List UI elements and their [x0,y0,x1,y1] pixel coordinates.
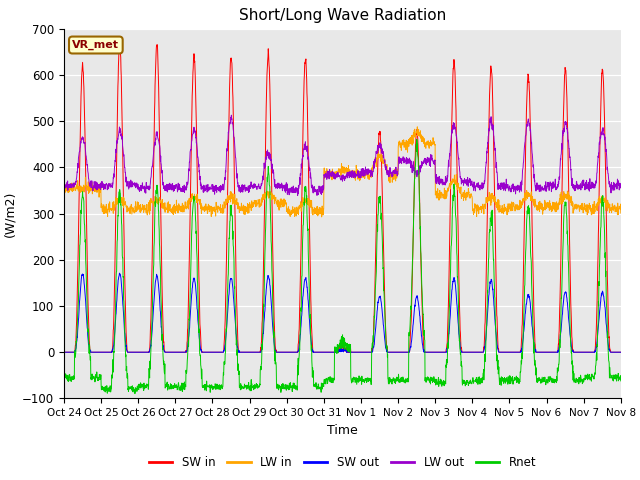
Line: LW out: LW out [64,115,621,195]
Rnet [359,377,367,383]
Rnet [505,375,513,381]
Text: VR_met: VR_met [72,40,119,50]
SW out [617,349,625,355]
LW in [617,210,625,216]
SW in [504,349,512,355]
LW in [359,172,367,178]
Rnet [131,391,139,396]
Title: Short/Long Wave Radiation: Short/Long Wave Radiation [239,9,446,24]
LW out [228,112,236,118]
SW in [617,349,625,355]
Line: LW in: LW in [64,127,621,217]
SW out [359,349,367,355]
LW out [568,175,576,181]
LW in [60,188,68,194]
SW in [216,349,223,355]
Line: SW in: SW in [64,45,621,352]
LW in [568,200,576,205]
Line: Rnet: Rnet [64,139,621,394]
SW out [568,346,575,352]
SW out [116,270,124,276]
Rnet [413,136,420,142]
Rnet [216,382,223,387]
Rnet [60,374,68,380]
LW out [505,187,513,193]
SW in [371,290,379,296]
Rnet [371,309,379,315]
SW out [371,334,379,339]
SW out [216,349,223,355]
LW out [294,192,301,198]
SW in [359,349,367,355]
SW out [584,349,591,355]
LW in [371,161,379,167]
Rnet [617,378,625,384]
Rnet [568,361,576,367]
Rnet [584,377,591,383]
LW out [60,180,68,185]
Line: SW out: SW out [64,273,621,352]
LW in [216,204,223,210]
Y-axis label: (W/m2): (W/m2) [4,191,17,237]
Legend: SW in, LW in, SW out, LW out, Rnet: SW in, LW in, SW out, LW out, Rnet [144,451,541,474]
LW out [617,185,625,191]
LW in [318,214,326,220]
LW out [371,159,379,165]
LW out [359,170,367,176]
LW in [505,209,513,215]
SW in [584,349,591,355]
LW in [584,203,591,208]
SW in [116,42,124,48]
LW out [584,183,591,189]
SW in [568,334,575,340]
SW in [60,349,68,355]
SW out [504,349,512,355]
X-axis label: Time: Time [327,424,358,437]
LW out [216,184,223,190]
LW in [413,124,421,130]
SW out [60,349,68,355]
